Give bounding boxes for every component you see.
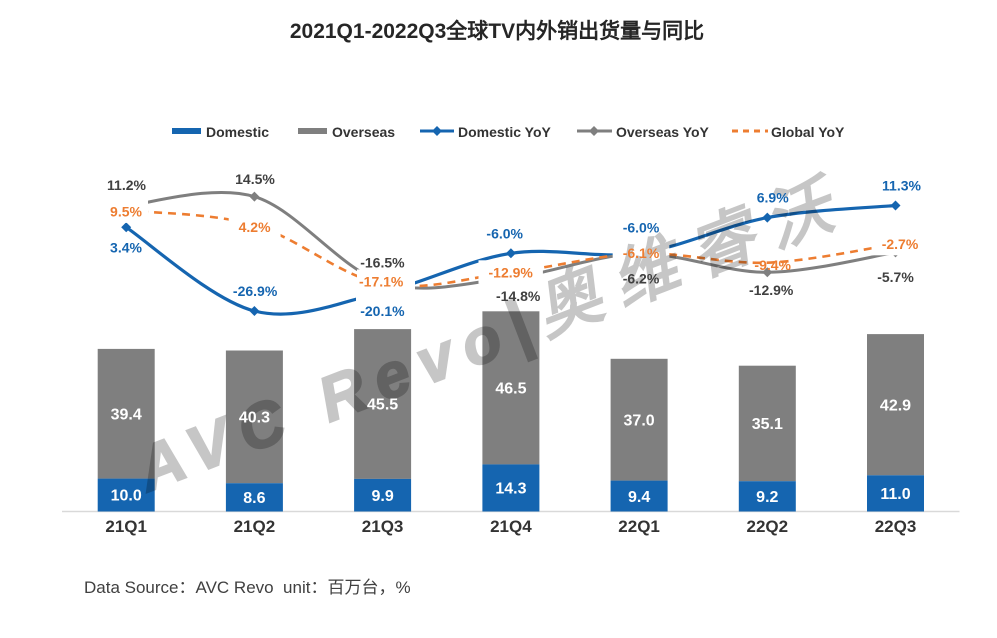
svg-text:Global YoY: Global YoY — [771, 124, 845, 140]
svg-text:37.0: 37.0 — [624, 412, 655, 429]
svg-text:-26.9%: -26.9% — [233, 283, 278, 299]
svg-text:10.0: 10.0 — [111, 488, 142, 505]
svg-text:35.1: 35.1 — [752, 416, 783, 433]
svg-text:21Q3: 21Q3 — [362, 517, 404, 536]
svg-text:9.2: 9.2 — [756, 489, 778, 506]
svg-text:14.5%: 14.5% — [235, 171, 275, 187]
svg-text:22Q2: 22Q2 — [747, 517, 789, 536]
svg-text:3.4%: 3.4% — [110, 240, 142, 256]
svg-text:-6.1%: -6.1% — [623, 245, 660, 261]
svg-text:-17.1%: -17.1% — [359, 273, 404, 289]
svg-text:45.5: 45.5 — [367, 397, 398, 414]
svg-text:11.0: 11.0 — [880, 486, 910, 503]
svg-text:8.6: 8.6 — [243, 490, 265, 507]
svg-text:39.4: 39.4 — [111, 407, 142, 424]
svg-text:46.5: 46.5 — [495, 381, 526, 398]
svg-text:Domestic: Domestic — [206, 124, 269, 140]
svg-text:-2.7%: -2.7% — [882, 236, 919, 252]
svg-text:22Q3: 22Q3 — [875, 517, 917, 536]
svg-text:-12.9%: -12.9% — [749, 282, 794, 298]
svg-text:21Q2: 21Q2 — [234, 517, 276, 536]
svg-text:22Q1: 22Q1 — [618, 517, 660, 536]
svg-text:-16.5%: -16.5% — [360, 255, 405, 271]
svg-text:9.4: 9.4 — [628, 489, 650, 506]
svg-text:11.2%: 11.2% — [107, 177, 146, 193]
svg-text:Overseas: Overseas — [332, 124, 395, 140]
svg-text:-6.0%: -6.0% — [623, 219, 660, 235]
svg-text:2021Q1-2022Q3全球TV内外销出货量与同比: 2021Q1-2022Q3全球TV内外销出货量与同比 — [290, 19, 704, 43]
svg-text:40.3: 40.3 — [239, 410, 270, 427]
svg-text:21Q4: 21Q4 — [490, 517, 532, 536]
svg-text:42.9: 42.9 — [880, 397, 911, 414]
svg-text:9.5%: 9.5% — [110, 203, 142, 219]
svg-text:-12.9%: -12.9% — [489, 264, 534, 280]
svg-text:6.9%: 6.9% — [757, 189, 789, 205]
svg-text:-5.7%: -5.7% — [877, 269, 914, 285]
svg-text:11.3%: 11.3% — [882, 177, 921, 193]
svg-text:-6.0%: -6.0% — [486, 225, 523, 241]
svg-text:-9.4%: -9.4% — [754, 257, 791, 273]
svg-text:Domestic YoY: Domestic YoY — [458, 124, 552, 140]
svg-text:Data Source：AVC Revo unit：百万台: Data Source：AVC Revo unit：百万台，% — [84, 578, 411, 597]
svg-text:14.3: 14.3 — [495, 481, 526, 498]
svg-text:9.9: 9.9 — [371, 488, 393, 505]
svg-text:-14.8%: -14.8% — [496, 288, 541, 304]
svg-text:21Q1: 21Q1 — [105, 517, 147, 536]
svg-text:4.2%: 4.2% — [239, 219, 271, 235]
svg-text:-6.2%: -6.2% — [623, 270, 660, 286]
svg-text:Overseas YoY: Overseas YoY — [616, 124, 710, 140]
svg-text:-20.1%: -20.1% — [360, 303, 405, 319]
